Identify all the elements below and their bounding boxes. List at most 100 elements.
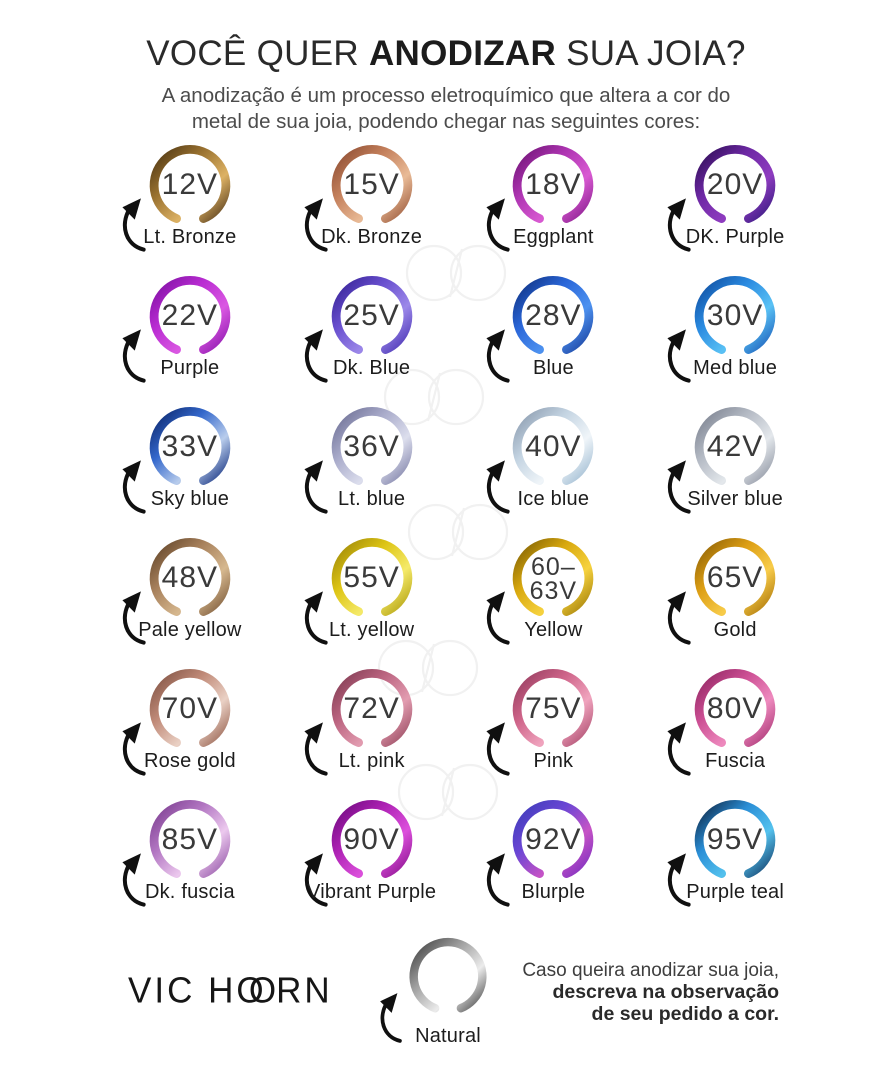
- color-name: DK. Purple: [685, 226, 785, 248]
- color-name: Vibrant Purple: [307, 881, 437, 903]
- curved-arrow-icon: [304, 198, 328, 252]
- color-name: Pale yellow: [138, 619, 242, 641]
- order-note: Caso queira anodizar sua joia, descreva …: [522, 960, 779, 1025]
- anodized-ring-icon: [331, 406, 412, 485]
- color-name: Dk. Blue: [333, 357, 411, 379]
- voltage-label: 48V: [144, 535, 236, 627]
- curved-arrow-icon: [485, 722, 510, 776]
- page-title: VOCÊ QUER ANODIZAR SUA JOIA?: [0, 34, 892, 74]
- color-name: Silver blue: [687, 488, 783, 510]
- ring: 95V: [689, 797, 781, 889]
- ring-item: 20V DK. Purple: [644, 140, 826, 271]
- ring-item: 40V Ice blue: [463, 402, 645, 533]
- voltage-label: 85V: [144, 797, 236, 889]
- title-pre: VOCÊ QUER: [146, 34, 369, 73]
- voltage-text: 28V: [525, 298, 582, 332]
- ring: 12V: [144, 142, 236, 234]
- color-name: Med blue: [693, 357, 778, 379]
- color-name: Fuscia: [705, 750, 766, 772]
- ring: 22V: [144, 273, 236, 365]
- ring-item: 36V Lt. blue: [281, 402, 463, 533]
- voltage-text: 92V: [525, 822, 582, 856]
- ring-item: 42V Silver blue: [644, 402, 826, 533]
- anodized-ring-icon: [513, 275, 594, 354]
- voltage-label: 25V: [326, 273, 418, 365]
- voltage-label: 18V: [507, 142, 599, 234]
- ring: 75V: [507, 666, 599, 758]
- anodized-ring-icon: [149, 799, 231, 878]
- brand-logo-post: RN: [276, 970, 333, 1011]
- ring-item: 80V Fuscia: [644, 664, 826, 795]
- title-bold: ANODIZAR: [368, 34, 557, 73]
- ring: 80V: [689, 666, 781, 758]
- curved-arrow-icon: [122, 722, 146, 776]
- order-note-line3: de seu pedido a cor.: [591, 1002, 779, 1025]
- order-note-line1: Caso queira anodizar sua joia,: [522, 960, 779, 981]
- ring: 55V: [326, 535, 418, 627]
- ring-item: 60– 63V Yellow: [463, 533, 645, 664]
- curved-arrow-icon: [304, 722, 328, 776]
- anodized-ring-icon: [513, 537, 594, 616]
- ring-item: 12V Lt. Bronze: [99, 140, 281, 271]
- ring: 30V: [689, 273, 781, 365]
- ring-item: 65V Gold: [644, 533, 826, 664]
- voltage-text: 80V: [706, 691, 764, 725]
- anodized-ring-icon: [513, 668, 594, 747]
- voltage-label: 22V: [144, 273, 236, 365]
- voltage-text: 75V: [525, 691, 582, 725]
- ring-item: 85V Dk. fuscia: [99, 795, 281, 926]
- ring: 70V: [144, 666, 236, 758]
- anodized-ring-icon: [149, 144, 231, 223]
- voltage-label: 90V: [326, 797, 418, 889]
- color-name: Lt. yellow: [328, 619, 415, 641]
- voltage-label: 92V: [507, 797, 599, 889]
- color-name: Lt. blue: [338, 488, 406, 510]
- voltage-label: 70V: [144, 666, 236, 758]
- curved-arrow-icon: [380, 993, 402, 1043]
- brand-logo-pre: VIC H: [128, 970, 237, 1011]
- color-name: Blue: [532, 357, 574, 379]
- anodized-ring-icon: [331, 144, 412, 223]
- color-name: Gold: [713, 619, 757, 641]
- voltage-text: 20V: [706, 167, 764, 201]
- ring-item: 22V Purple: [99, 271, 281, 402]
- voltage-label: 65V: [689, 535, 781, 627]
- voltage-text: 70V: [161, 691, 219, 725]
- ring: [404, 935, 492, 1023]
- ring: 72V: [326, 666, 418, 758]
- voltage-label: 28V: [507, 273, 599, 365]
- ring: 65V: [689, 535, 781, 627]
- voltage-label: 40V: [507, 404, 599, 496]
- anodized-ring-icon: [409, 937, 487, 1013]
- brand-logo-monogram: OO: [236, 970, 276, 1011]
- voltage-label: 20V: [689, 142, 781, 234]
- voltage-text: 12V: [161, 167, 219, 201]
- voltage-text: 40V: [525, 429, 582, 463]
- ring-item: 18V Eggplant: [463, 140, 645, 271]
- ring-item: 70V Rose gold: [99, 664, 281, 795]
- voltage-text: 90V: [343, 822, 400, 856]
- color-name: Lt. pink: [338, 750, 405, 772]
- voltage-label: 80V: [689, 666, 781, 758]
- ring: 36V: [326, 404, 418, 496]
- ring: 48V: [144, 535, 236, 627]
- ring-item: 48V Pale yellow: [99, 533, 281, 664]
- anodized-ring-icon: [694, 668, 776, 747]
- subtitle-line2: metal de sua joia, podendo chegar nas se…: [191, 110, 701, 133]
- voltage-text: 65V: [706, 560, 764, 594]
- voltage-label: 95V: [689, 797, 781, 889]
- anodized-ring-icon: [694, 275, 776, 354]
- curved-arrow-icon: [122, 198, 146, 252]
- voltage-text: 18V: [525, 167, 582, 201]
- anodized-ring-icon: [694, 406, 776, 485]
- ring-item: 55V Lt. yellow: [281, 533, 463, 664]
- ring: 18V: [507, 142, 599, 234]
- anodized-ring-icon: [331, 799, 412, 878]
- curved-arrow-icon: [485, 591, 510, 645]
- voltage-text: 72V: [343, 691, 400, 725]
- color-name: Pink: [533, 750, 574, 772]
- color-name: Lt. Bronze: [143, 226, 237, 248]
- subtitle: A anodização é um processo eletroquímico…: [0, 83, 892, 135]
- voltage-text: 42V: [706, 429, 764, 463]
